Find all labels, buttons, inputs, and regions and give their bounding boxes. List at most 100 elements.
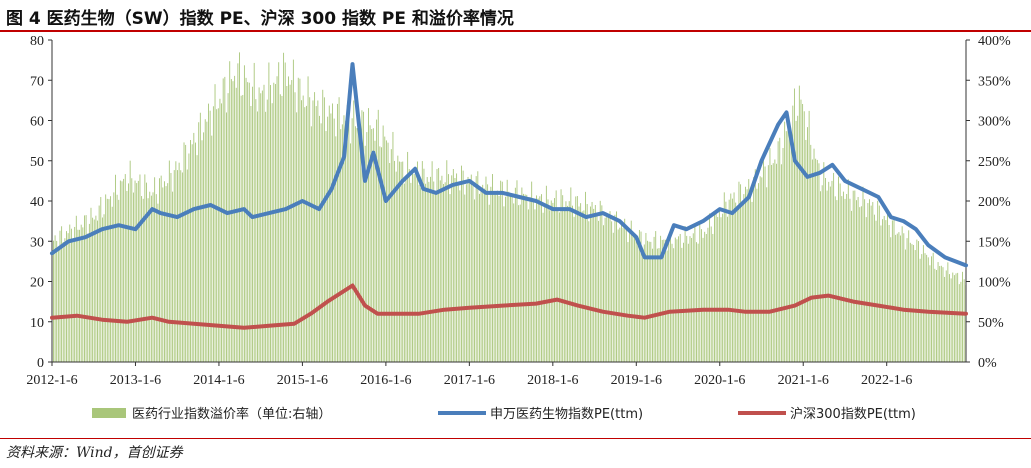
premium-bar	[157, 203, 159, 362]
premium-bar	[245, 77, 247, 362]
premium-bar	[224, 76, 226, 362]
premium-bar	[299, 78, 301, 362]
premium-bar	[942, 267, 944, 362]
premium-bar	[872, 202, 874, 362]
premium-bar	[464, 194, 466, 362]
premium-bar	[606, 212, 608, 362]
premium-bar	[673, 248, 675, 362]
left-tick-label: 60	[30, 115, 44, 130]
premium-bar	[482, 184, 484, 362]
premium-bar	[901, 226, 903, 362]
premium-bar	[279, 94, 281, 363]
premium-bar	[415, 169, 417, 362]
premium-bar	[412, 171, 413, 362]
premium-bar	[932, 252, 934, 362]
premium-bar	[852, 190, 854, 362]
x-tick-label: 2013-1-6	[110, 373, 161, 388]
premium-bar	[330, 113, 332, 363]
premium-bar	[443, 183, 444, 362]
premium-bar	[446, 160, 448, 362]
premium-bar	[341, 124, 343, 362]
premium-bar	[208, 103, 209, 363]
premium-bar	[642, 250, 644, 362]
premium-bar	[616, 211, 617, 362]
premium-bar	[733, 192, 735, 362]
axes: 0 10 20 30 40 50 60 70 80 0% 50% 100% 150% 200% 250% 30…	[26, 34, 1011, 388]
premium-bar	[962, 271, 963, 362]
premium-bar	[64, 238, 66, 362]
premium-bar	[681, 247, 683, 362]
premium-bar	[686, 235, 688, 362]
premium-bar	[527, 209, 529, 362]
premium-bar	[59, 230, 61, 362]
premium-bar	[714, 213, 715, 362]
premium-bar	[105, 194, 107, 362]
premium-bar	[678, 236, 680, 362]
premium-bar	[307, 76, 309, 363]
premium-bar	[537, 198, 539, 362]
premium-bar	[239, 52, 240, 363]
premium-bar	[896, 233, 898, 362]
premium-bar	[361, 110, 363, 362]
premium-bar	[906, 238, 908, 362]
premium-bar	[177, 170, 178, 362]
premium-bar	[428, 181, 430, 362]
premium-bar	[776, 163, 777, 362]
premium-bar	[652, 248, 653, 362]
premium-bar	[740, 184, 742, 362]
premium-bar	[113, 192, 115, 362]
premium-bar	[513, 203, 515, 362]
left-tick-label: 50	[30, 155, 44, 170]
premium-bar	[430, 176, 431, 362]
premium-bar	[596, 215, 598, 362]
premium-bar	[557, 210, 559, 362]
premium-bar	[247, 82, 249, 363]
premium-bar	[92, 217, 94, 362]
premium-bar	[402, 161, 404, 362]
premium-bar	[434, 193, 436, 362]
premium-bar	[795, 120, 797, 362]
premium-bar	[90, 207, 92, 362]
premium-bar	[926, 254, 928, 362]
left-tick-label: 20	[30, 276, 44, 291]
premium-bar	[257, 111, 258, 362]
premium-bar	[585, 191, 586, 362]
premium-bar	[710, 226, 712, 362]
premium-bar	[924, 253, 926, 362]
premium-bar	[870, 205, 872, 362]
premium-bar	[381, 147, 382, 362]
premium-bar	[598, 220, 600, 362]
premium-bar	[820, 191, 822, 362]
premium-bar	[426, 177, 428, 362]
premium-bar	[864, 199, 866, 362]
premium-bar	[521, 187, 523, 362]
premium-bar	[185, 144, 187, 362]
premium-bar	[665, 239, 666, 362]
premium-bar	[648, 241, 650, 362]
premium-bar	[823, 162, 825, 362]
premium-bar	[255, 99, 257, 363]
premium-bar	[221, 103, 223, 362]
premium-bar	[952, 272, 954, 362]
premium-bar	[802, 103, 804, 363]
premium-bar	[111, 206, 113, 362]
premium-bar	[764, 166, 766, 362]
premium-bar	[653, 236, 655, 362]
premium-bar	[250, 106, 252, 362]
premium-bar	[821, 185, 823, 362]
premium-bar	[833, 172, 835, 362]
premium-bar	[319, 115, 320, 362]
premium-bar	[84, 215, 85, 362]
premium-bar	[271, 103, 273, 362]
premium-bar	[149, 191, 151, 362]
premium-bar	[354, 126, 356, 362]
premium-bar	[405, 176, 407, 362]
premium-bar	[950, 278, 952, 362]
premium-bar	[368, 108, 369, 362]
premium-bar	[885, 220, 887, 362]
premium-bar	[382, 125, 384, 362]
premium-bar	[816, 159, 818, 362]
premium-bar	[560, 189, 562, 362]
premium-bar	[914, 250, 916, 362]
premium-bar	[931, 256, 932, 362]
